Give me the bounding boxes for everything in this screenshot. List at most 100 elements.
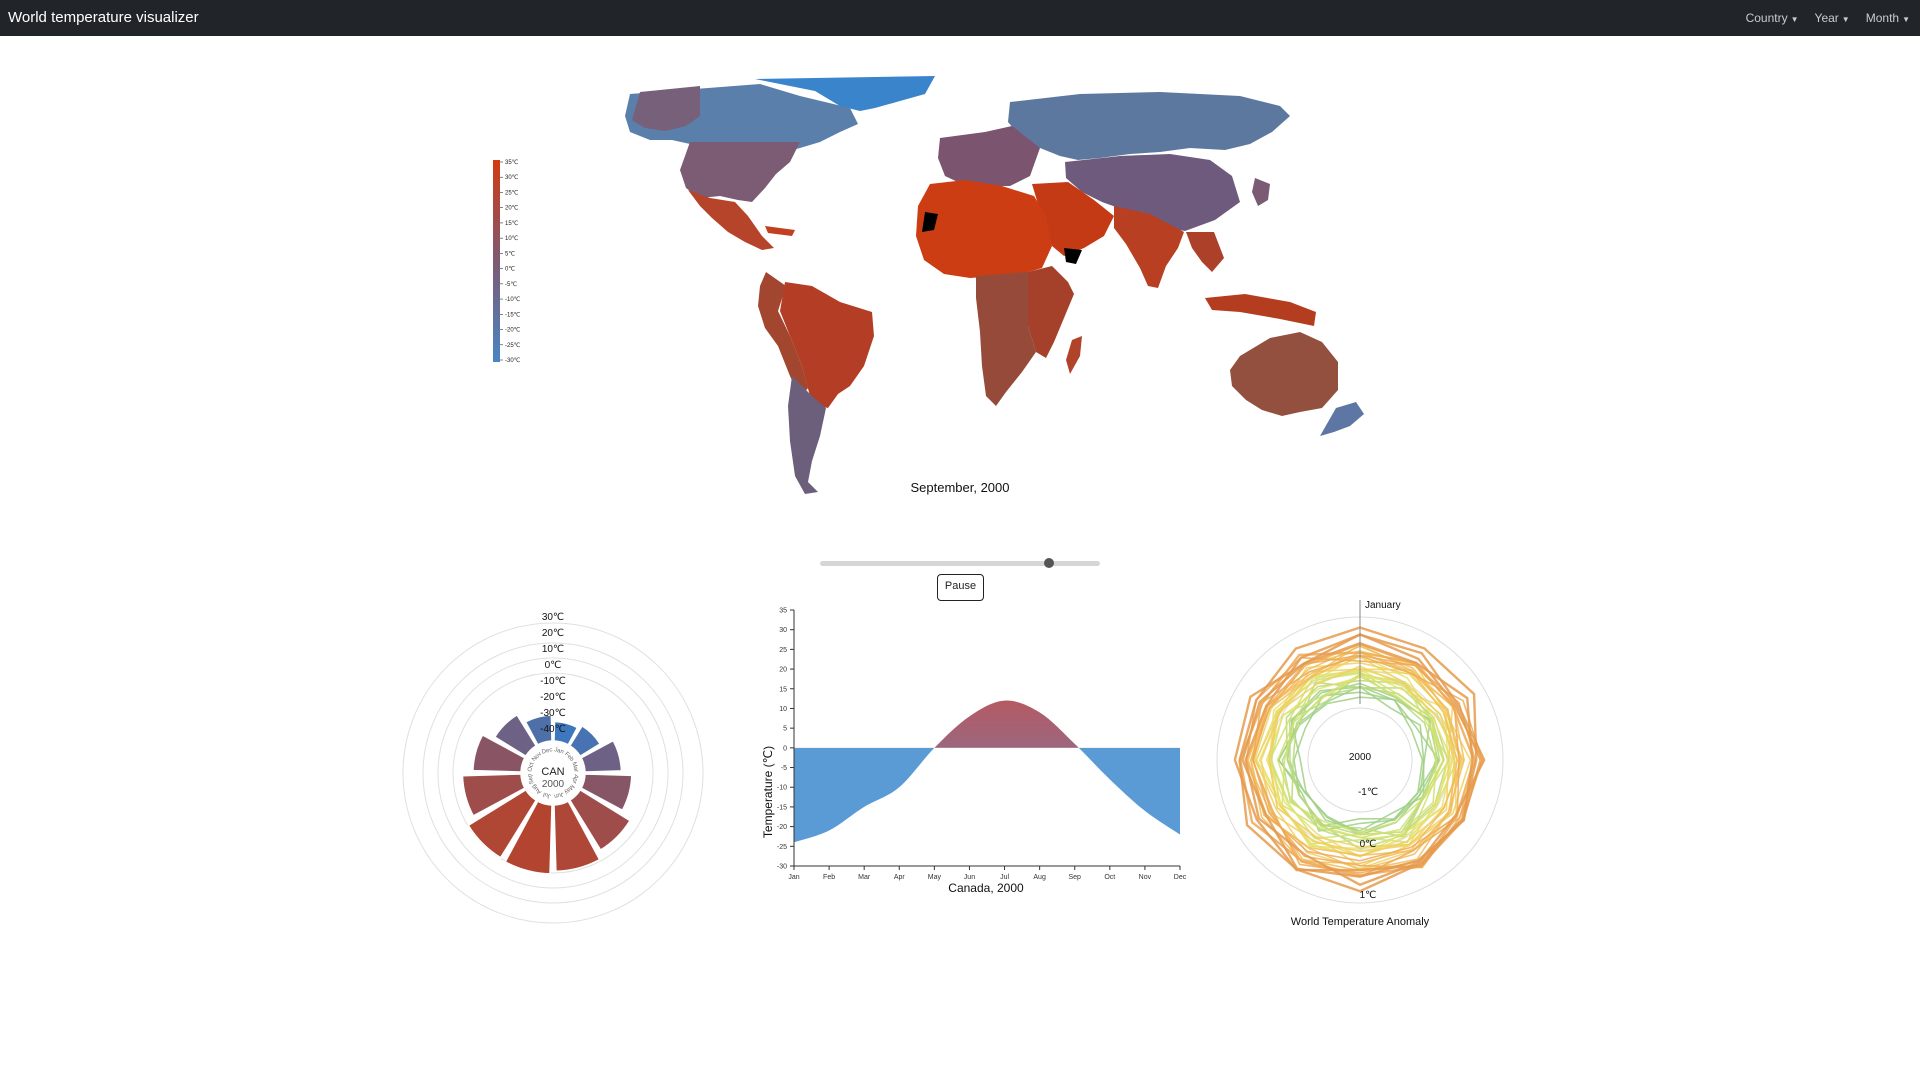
radial-ring	[437, 657, 669, 889]
x-tick-label: Mar	[858, 874, 871, 881]
map-caption: September, 2000	[910, 480, 1009, 495]
legend-label: -5℃	[505, 281, 517, 288]
country-europe[interactable]	[938, 126, 1040, 186]
y-tick-label: 20	[779, 667, 787, 674]
pause-button[interactable]: Pause	[937, 574, 984, 601]
radial-bar[interactable]	[568, 788, 632, 852]
legend-label: -30℃	[505, 357, 521, 364]
radial-month-label: Nov	[531, 751, 543, 763]
nav-menu: Country ▼ Year ▼ Month ▼	[1746, 11, 1910, 25]
country-australia[interactable]	[1230, 332, 1338, 416]
radial-month-label: Jul	[543, 791, 552, 799]
radial-bar[interactable]	[568, 724, 602, 758]
anomaly-year-polygon	[1276, 667, 1445, 844]
radial-bar[interactable]	[553, 720, 579, 746]
slider-thumb[interactable]	[1044, 558, 1055, 568]
country-mexico[interactable]	[688, 190, 774, 250]
country-south-america-west[interactable]	[758, 272, 808, 398]
radial-bar[interactable]	[553, 800, 601, 873]
country-middle-east[interactable]	[1032, 182, 1114, 256]
country-dropdown[interactable]: Country ▼	[1746, 11, 1799, 25]
month-dropdown[interactable]: Month ▼	[1866, 11, 1910, 25]
radial-tick-label: 0℃	[545, 660, 562, 671]
legend-label: -25℃	[505, 342, 521, 349]
x-tick-label: Aug	[1033, 874, 1046, 881]
country-madagascar[interactable]	[1066, 336, 1082, 374]
country-china-central-asia[interactable]	[1065, 154, 1240, 231]
country-alaska[interactable]	[632, 86, 700, 131]
y-tick-label: -25	[777, 844, 787, 851]
country-brazil[interactable]	[780, 282, 874, 408]
area-chart-title: Canada, 2000	[948, 881, 1024, 895]
radial-month-label: Mar	[570, 761, 578, 773]
country-usa[interactable]	[680, 142, 800, 202]
radial-bars	[461, 713, 633, 875]
anomaly-polygons	[1233, 626, 1486, 893]
anomaly-ring-label: -1℃	[1358, 787, 1378, 798]
radial-month-label: Apr	[571, 774, 579, 785]
anomaly-year-polygon	[1241, 641, 1474, 878]
radial-bar[interactable]	[580, 773, 633, 812]
app-title[interactable]: World temperature visualizer	[8, 9, 199, 26]
legend-label: 20℃	[505, 205, 519, 212]
slider-track[interactable]	[820, 561, 1100, 566]
legend-label: 10℃	[505, 235, 519, 242]
month-dropdown-label: Month	[1865, 11, 1900, 25]
radial-center	[520, 740, 586, 806]
x-tick-label: Oct	[1104, 874, 1115, 881]
radial-tick-label: 30℃	[542, 612, 564, 623]
radial-country-code: CAN	[541, 766, 564, 778]
legend-labels: 35℃ 30℃ 25℃ 20℃ 15℃ 10℃ 5℃ 0℃ -5℃ -10℃ -15℃ -20℃ -25…	[500, 159, 521, 364]
x-tick-label: Feb	[823, 874, 835, 881]
radial-bar[interactable]	[493, 713, 538, 758]
country-greenland[interactable]	[755, 76, 935, 111]
anomaly-center-year: 2000	[1349, 752, 1372, 763]
anomaly-year-polygon	[1233, 633, 1482, 872]
country-western-sahara[interactable]	[922, 212, 938, 232]
country-southeast-asia[interactable]	[1186, 232, 1224, 272]
y-tick-label: 35	[779, 608, 787, 615]
anomaly-month-label: January	[1365, 600, 1401, 611]
country-russia[interactable]	[1008, 92, 1290, 160]
radial-bar[interactable]	[461, 773, 526, 817]
country-indonesia[interactable]	[1205, 294, 1316, 326]
radial-bar[interactable]	[472, 733, 526, 773]
x-tick-label: May	[928, 874, 942, 881]
legend-label: -10℃	[505, 296, 521, 303]
radial-tick-label: -40℃	[540, 724, 566, 735]
year-dropdown[interactable]: Year ▼	[1815, 11, 1850, 25]
anomaly-year-polygon	[1238, 626, 1478, 893]
country-north-africa[interactable]	[916, 180, 1052, 278]
legend-label: 35℃	[505, 159, 519, 166]
radial-bar[interactable]	[467, 788, 538, 859]
y-tick-label: 5	[783, 726, 787, 733]
area-chart-ylabel: Temperature (℃)	[761, 746, 775, 838]
radial-month-label: Sep	[527, 772, 536, 785]
radial-bar[interactable]	[504, 800, 553, 875]
x-tick-label: Jul	[1000, 874, 1009, 881]
radial-bar[interactable]	[580, 739, 623, 773]
country-caribbean[interactable]	[765, 226, 795, 236]
radial-month-label: Aug	[531, 783, 543, 795]
country-india[interactable]	[1114, 206, 1184, 288]
world-map[interactable]: 35℃ 30℃ 25℃ 20℃ 15℃ 10℃ 5℃ 0℃ -5℃ -10℃ -15℃ -20℃ -25…	[0, 36, 1920, 506]
anomaly-year-polygon	[1291, 686, 1449, 844]
radial-bar[interactable]	[524, 714, 553, 746]
y-tick-label: 25	[779, 647, 787, 654]
anomaly-title: World Temperature Anomaly	[1291, 916, 1430, 928]
country-new-zealand[interactable]	[1320, 402, 1364, 436]
country-somalia[interactable]	[1064, 248, 1082, 264]
warm-area	[794, 700, 1180, 748]
country-japan[interactable]	[1252, 178, 1270, 206]
time-slider[interactable]	[820, 556, 1100, 570]
chevron-down-icon: ▼	[1902, 15, 1910, 24]
x-tick-label: Jun	[964, 874, 975, 881]
chevron-down-icon: ▼	[1841, 15, 1850, 24]
country-central-africa[interactable]	[976, 272, 1036, 406]
x-tick-label: Nov	[1139, 874, 1152, 881]
radial-ring	[422, 642, 684, 904]
country-east-africa[interactable]	[1028, 266, 1074, 358]
radial-tick-label: 10℃	[542, 644, 564, 655]
country-argentina-chile[interactable]	[788, 376, 826, 494]
